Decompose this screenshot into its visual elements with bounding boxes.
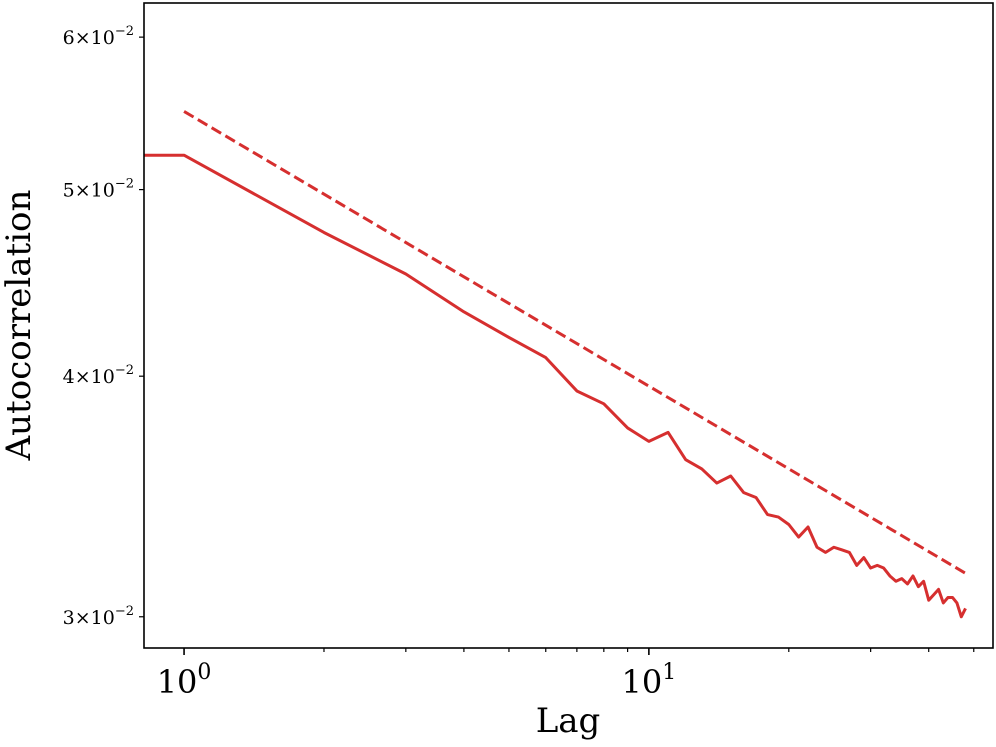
x-tick-base: 10 xyxy=(157,663,198,701)
series-layer xyxy=(144,110,967,619)
y-tick-label: 5×10−2 xyxy=(63,177,134,202)
x-tick-exponent: 1 xyxy=(662,660,676,685)
x-tick-base: 10 xyxy=(622,663,663,701)
y-tick-label: 4×10−2 xyxy=(63,363,134,388)
y-tick-mantissa: 5×10 xyxy=(63,180,115,202)
y-tick-label: 6×10−2 xyxy=(63,24,134,49)
x-tick-exponent: 0 xyxy=(197,660,211,685)
y-tick-mantissa: 6×10 xyxy=(63,27,115,49)
y-tick-exponent: −2 xyxy=(115,604,134,619)
x-axis: 100 101 xyxy=(157,648,975,701)
y-tick-exponent: −2 xyxy=(115,24,134,39)
y-tick-exponent: −2 xyxy=(115,363,134,378)
y-tick-mantissa: 3×10 xyxy=(63,607,115,629)
fit-line-dashed xyxy=(183,110,967,575)
plot-frame xyxy=(143,2,994,649)
x-axis-label: Lag xyxy=(536,701,601,741)
y-axis-label: Autocorrelation xyxy=(0,190,39,462)
autocorrelation-line xyxy=(144,153,967,619)
y-tick-label: 3×10−2 xyxy=(63,604,134,629)
y-tick-mantissa: 4×10 xyxy=(63,366,115,388)
y-tick-exponent: −2 xyxy=(115,177,134,192)
x-tick-label: 101 xyxy=(622,660,677,701)
y-axis: 3×10−24×10−25×10−26×10−2 xyxy=(63,24,144,629)
x-tick-label: 100 xyxy=(157,660,212,701)
